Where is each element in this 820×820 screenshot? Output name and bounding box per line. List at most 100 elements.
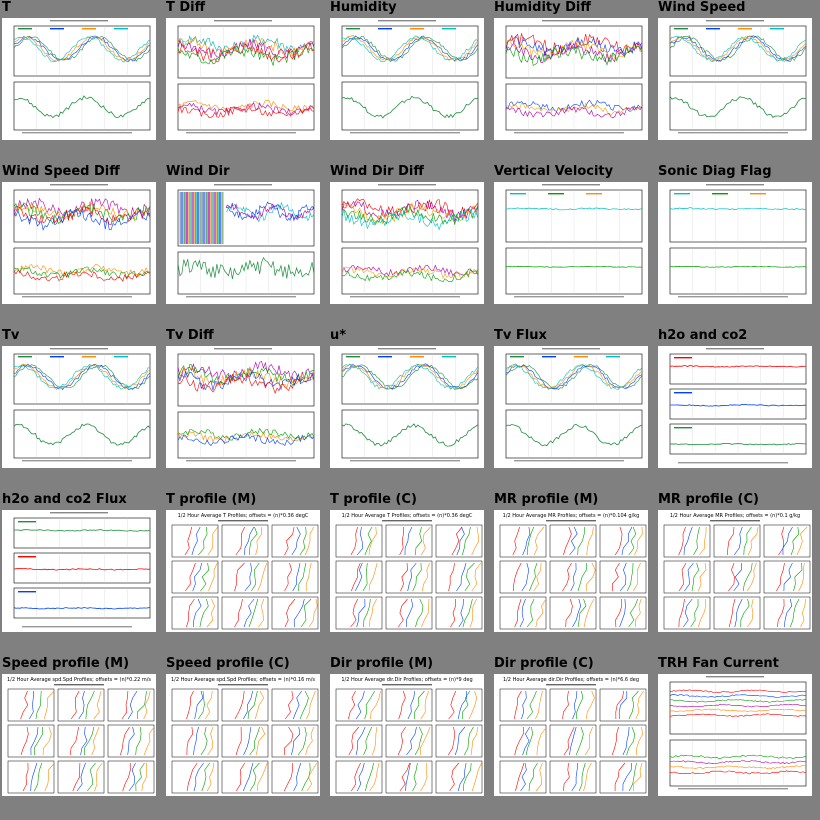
plot-thumbnail[interactable] [494, 18, 648, 140]
legend-text-mark [410, 356, 424, 358]
tile-mr-profile-c[interactable]: MR profile (C) 1/2 Hour Average MR Profil… [656, 492, 820, 656]
profile-line [796, 526, 808, 556]
tile-title[interactable]: h2o and co2 Flux [2, 492, 127, 507]
plot-thumbnail[interactable] [2, 18, 156, 140]
profile-line [299, 690, 309, 720]
tile-title[interactable]: Wind Dir Diff [330, 164, 424, 179]
tile-tv[interactable]: Tv [0, 328, 164, 492]
plot-image: 1/2 Hour Average T Profiles; offsets = (… [335, 513, 483, 630]
plot-thumbnail[interactable] [330, 182, 484, 304]
profile-panel [549, 524, 597, 558]
tile-t-diff[interactable]: T Diff [164, 0, 328, 164]
tile-title[interactable]: Sonic Diag Flag [658, 164, 772, 179]
plot-thumbnail[interactable] [2, 182, 156, 304]
tile-title[interactable]: T Diff [166, 0, 206, 15]
tile-title[interactable]: Speed profile (C) [166, 656, 290, 671]
plot-thumbnail[interactable] [658, 18, 812, 140]
plot-image [177, 348, 315, 462]
plot-thumbnail[interactable]: 1/2 Hour Average MR Profiles; offsets = … [658, 510, 812, 632]
tile-title[interactable]: Tv [2, 328, 20, 343]
tile-wind-dir-diff[interactable]: Wind Dir Diff [328, 164, 492, 328]
plot-thumbnail[interactable]: 1/2 Hour Average dir.Dir Profiles; offse… [494, 674, 648, 796]
tile-trh-fan-current[interactable]: TRH Fan Current [656, 656, 820, 820]
profile-line [698, 598, 707, 628]
tile-title[interactable]: Wind Speed Diff [2, 164, 120, 179]
profile-line [364, 526, 373, 556]
tile-title[interactable]: MR profile (C) [658, 492, 759, 507]
plot-thumbnail[interactable] [330, 346, 484, 468]
tile-t-profile-m[interactable]: T profile (M) 1/2 Hour Average T Profiles… [164, 492, 328, 656]
profile-line [743, 526, 752, 556]
tile-title[interactable]: Speed profile (M) [2, 656, 130, 671]
tile-t-profile-c[interactable]: T profile (C) 1/2 Hour Average T Profiles… [328, 492, 492, 656]
tile-t[interactable]: T [0, 0, 164, 164]
plot-thumbnail[interactable] [166, 18, 320, 140]
tile-dir-profile-c[interactable]: Dir profile (C) 1/2 Hour Average dir.Dir … [492, 656, 656, 820]
plot-thumbnail[interactable]: 1/2 Hour Average T Profiles; offsets = (… [330, 510, 484, 632]
legend-text-mark [514, 296, 624, 298]
plot-thumbnail[interactable] [166, 182, 320, 304]
plot-thumbnail[interactable]: 1/2 Hour Average dir.Dir Profiles; offse… [330, 674, 484, 796]
tile-vertical-velocity[interactable]: Vertical Velocity [492, 164, 656, 328]
tile-wind-speed[interactable]: Wind Speed [656, 0, 820, 164]
profile-line [206, 762, 215, 792]
tile-title[interactable]: Humidity Diff [494, 0, 591, 15]
plot-thumbnail[interactable]: 1/2 Hour Average T Profiles; offsets = (… [166, 510, 320, 632]
profile-line [186, 762, 198, 792]
tile-title[interactable]: Humidity [330, 0, 397, 15]
profile-line [206, 598, 215, 628]
tile-title[interactable]: Wind Dir [166, 164, 230, 179]
tile-title[interactable]: Dir profile (M) [330, 656, 434, 671]
tile-title[interactable]: h2o and co2 [658, 328, 748, 343]
plot-thumbnail[interactable]: 1/2 Hour Average spd.Spd Profiles; offse… [2, 674, 156, 796]
plot-thumbnail[interactable] [658, 346, 812, 468]
profile-line [291, 526, 301, 556]
plot-image [669, 184, 807, 298]
plot-thumbnail[interactable] [166, 346, 320, 468]
tile-title[interactable]: T profile (C) [330, 492, 417, 507]
legend-text-mark [378, 28, 392, 30]
plot-thumbnail[interactable] [2, 346, 156, 468]
tile-humidity-diff[interactable]: Humidity Diff [492, 0, 656, 164]
profile-line [69, 726, 79, 756]
plot-thumbnail[interactable] [658, 182, 812, 304]
tile-title[interactable]: T [2, 0, 11, 15]
plot-thumbnail[interactable] [494, 346, 648, 468]
tile-wind-speed-diff[interactable]: Wind Speed Diff [0, 164, 164, 328]
profile-line [91, 726, 100, 756]
tile-title[interactable]: MR profile (M) [494, 492, 599, 507]
profile-line [248, 598, 259, 628]
tile-u[interactable]: u* [328, 328, 492, 492]
series-line [13, 263, 151, 277]
profile-line [284, 726, 294, 756]
tile-title[interactable]: Tv Diff [166, 328, 214, 343]
profile-heading: 1/2 Hour Average MR Profiles; offsets = … [670, 513, 800, 519]
tile-title[interactable]: TRH Fan Current [658, 656, 779, 671]
tile-humidity[interactable]: Humidity [328, 0, 492, 164]
tile-speed-profile-c[interactable]: Speed profile (C) 1/2 Hour Average spd.Sp… [164, 656, 328, 820]
tile-dir-profile-m[interactable]: Dir profile (M) 1/2 Hour Average dir.Dir … [328, 656, 492, 820]
tile-title[interactable]: T profile (M) [166, 492, 257, 507]
profile-panel [385, 560, 433, 594]
tile-sonic-diag-flag[interactable]: Sonic Diag Flag [656, 164, 820, 328]
plot-thumbnail[interactable]: 1/2 Hour Average spd.Spd Profiles; offse… [166, 674, 320, 796]
plot-thumbnail[interactable] [2, 510, 156, 632]
tile-title[interactable]: Dir profile (C) [494, 656, 594, 671]
legend-text-mark [346, 356, 360, 358]
plot-thumbnail[interactable] [330, 18, 484, 140]
tile-mr-profile-m[interactable]: MR profile (M) 1/2 Hour Average MR Profil… [492, 492, 656, 656]
tile-title[interactable]: Vertical Velocity [494, 164, 614, 179]
tile-wind-dir[interactable]: Wind Dir [164, 164, 328, 328]
tile-h2o-and-co2[interactable]: h2o and co2 [656, 328, 820, 492]
profile-line [127, 690, 138, 720]
tile-h2o-and-co2-flux[interactable]: h2o and co2 Flux [0, 492, 164, 656]
tile-title[interactable]: Wind Speed [658, 0, 746, 15]
tile-tv-flux[interactable]: Tv Flux [492, 328, 656, 492]
tile-speed-profile-m[interactable]: Speed profile (M) 1/2 Hour Average spd.Sp… [0, 656, 164, 820]
plot-thumbnail[interactable] [494, 182, 648, 304]
plot-thumbnail[interactable]: 1/2 Hour Average MR Profiles; offsets = … [494, 510, 648, 632]
tile-title[interactable]: u* [330, 328, 347, 343]
tile-title[interactable]: Tv Flux [494, 328, 547, 343]
tile-tv-diff[interactable]: Tv Diff [164, 328, 328, 492]
plot-thumbnail[interactable] [658, 674, 812, 796]
